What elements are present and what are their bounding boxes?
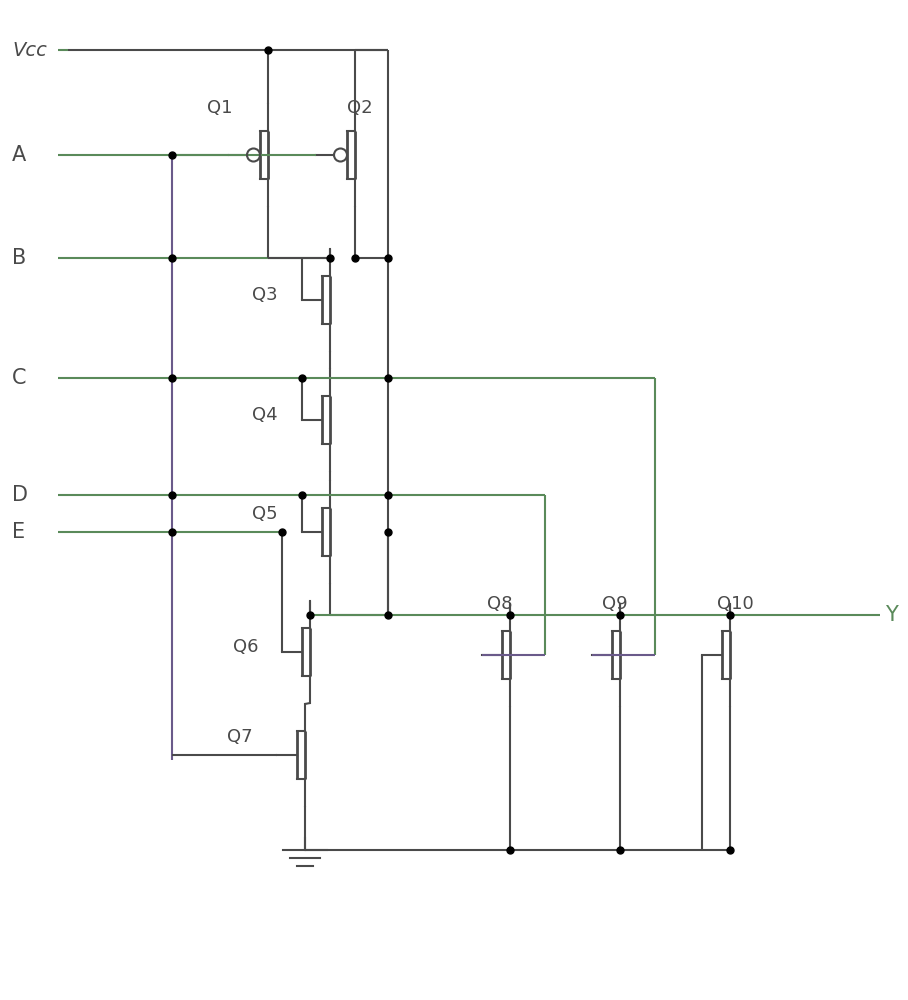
Text: Q6: Q6 bbox=[232, 638, 258, 656]
Text: Q5: Q5 bbox=[252, 505, 278, 523]
Text: Q2: Q2 bbox=[347, 99, 373, 117]
Text: B: B bbox=[12, 248, 26, 268]
Text: Q8: Q8 bbox=[488, 595, 513, 613]
Text: Q3: Q3 bbox=[252, 286, 278, 304]
Text: Q4: Q4 bbox=[252, 406, 278, 424]
Text: E: E bbox=[12, 522, 25, 542]
Text: Y: Y bbox=[885, 605, 898, 625]
Text: Vcc: Vcc bbox=[12, 40, 47, 60]
Text: D: D bbox=[12, 485, 28, 505]
Text: Q9: Q9 bbox=[602, 595, 627, 613]
Text: Q1: Q1 bbox=[207, 99, 232, 117]
Text: Q10: Q10 bbox=[716, 595, 754, 613]
Text: C: C bbox=[12, 368, 26, 388]
Text: A: A bbox=[12, 145, 26, 165]
Text: Q7: Q7 bbox=[227, 728, 253, 746]
